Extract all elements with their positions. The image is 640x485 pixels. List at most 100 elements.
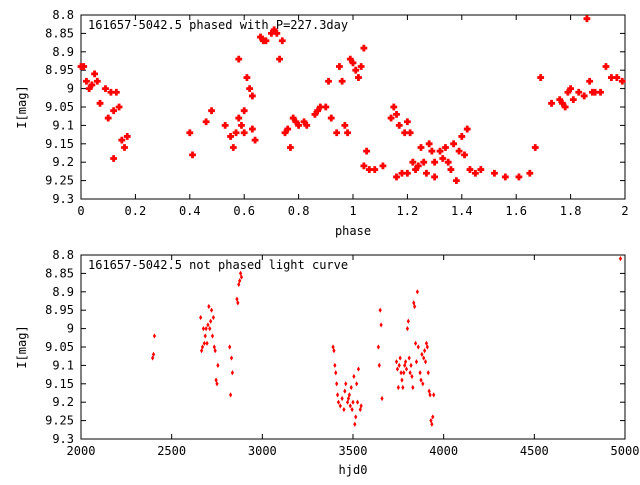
data-point bbox=[431, 158, 438, 166]
data-point bbox=[340, 395, 344, 402]
x-tick-label: 1 bbox=[349, 204, 356, 218]
data-point bbox=[236, 300, 240, 306]
x-tick-label: 0.8 bbox=[288, 204, 310, 218]
data-point bbox=[406, 129, 414, 137]
data-point bbox=[531, 144, 539, 151]
y-tick-label: 8.85 bbox=[45, 266, 74, 280]
data-point bbox=[428, 147, 436, 155]
chart-title: 161657-5042.5 phased with P=227.3day bbox=[88, 18, 348, 32]
data-point bbox=[240, 107, 248, 115]
data-point bbox=[88, 81, 96, 89]
data-point bbox=[240, 129, 248, 137]
data-point bbox=[425, 344, 429, 350]
data-point bbox=[325, 77, 332, 85]
data-point bbox=[235, 296, 239, 302]
data-point bbox=[421, 381, 425, 387]
data-point bbox=[423, 359, 428, 365]
x-tick-label: 0.2 bbox=[125, 204, 147, 218]
data-point bbox=[537, 74, 545, 81]
data-point bbox=[455, 147, 463, 155]
data-point bbox=[335, 381, 339, 387]
data-point bbox=[406, 318, 410, 324]
data-point bbox=[403, 359, 408, 365]
data-point bbox=[91, 70, 98, 78]
y-tick-label: 9.25 bbox=[45, 174, 74, 188]
data-point bbox=[428, 392, 432, 398]
data-point bbox=[151, 355, 155, 361]
data-point bbox=[115, 103, 123, 111]
data-point bbox=[564, 88, 572, 96]
data-point bbox=[221, 122, 229, 129]
data-point bbox=[216, 362, 220, 368]
data-point bbox=[427, 388, 431, 394]
y-tick-label: 8.9 bbox=[52, 45, 74, 59]
data-point bbox=[409, 158, 417, 166]
data-point bbox=[354, 414, 358, 420]
data-point bbox=[202, 118, 210, 126]
data-point bbox=[458, 133, 466, 140]
data-point bbox=[405, 326, 409, 332]
data-point bbox=[580, 92, 588, 100]
data-point bbox=[251, 136, 259, 144]
data-point bbox=[334, 370, 338, 376]
data-point bbox=[393, 110, 400, 118]
data-point bbox=[376, 344, 380, 350]
data-point bbox=[355, 381, 359, 387]
data-point bbox=[431, 173, 438, 181]
data-point bbox=[396, 384, 400, 391]
data-point bbox=[363, 147, 370, 155]
data-point bbox=[420, 351, 424, 357]
data-point bbox=[461, 151, 468, 159]
data-point bbox=[210, 333, 215, 339]
unphased-plot: 161657-5042.5 not phased light curve hjd… bbox=[15, 248, 639, 477]
data-point bbox=[123, 133, 131, 140]
data-point bbox=[390, 103, 398, 111]
data-point bbox=[80, 63, 88, 70]
data-point bbox=[377, 362, 381, 368]
data-point bbox=[204, 326, 208, 332]
data-point bbox=[344, 129, 351, 137]
data-point bbox=[358, 406, 362, 413]
data-point bbox=[189, 151, 196, 159]
plot-frame bbox=[80, 254, 626, 440]
data-point bbox=[472, 169, 479, 177]
y-tick-label: 8.8 bbox=[52, 248, 74, 262]
y-tick-label: 8.95 bbox=[45, 63, 74, 77]
data-point bbox=[287, 144, 294, 151]
x-tick-label: 1.8 bbox=[560, 204, 582, 218]
data-point bbox=[350, 406, 354, 413]
data-point bbox=[425, 140, 433, 148]
data-point bbox=[112, 88, 120, 96]
x-tick-label: 1.6 bbox=[505, 204, 527, 218]
data-point bbox=[371, 166, 379, 173]
y-axis-label: I[mag] bbox=[15, 85, 29, 128]
chart-title: 161657-5042.5 not phased light curve bbox=[88, 258, 348, 272]
data-point bbox=[422, 355, 426, 361]
x-tick-label: 2000 bbox=[67, 444, 96, 458]
data-point bbox=[333, 129, 341, 137]
data-point bbox=[378, 307, 382, 313]
data-point bbox=[526, 169, 534, 177]
data-point bbox=[338, 403, 342, 409]
data-point bbox=[439, 155, 447, 162]
data-point bbox=[399, 370, 403, 376]
data-point bbox=[432, 392, 436, 398]
data-point bbox=[235, 55, 243, 63]
data-point bbox=[104, 114, 112, 122]
y-tick-label: 9.3 bbox=[52, 432, 74, 446]
data-point bbox=[380, 395, 384, 402]
data-point bbox=[436, 147, 444, 155]
x-tick-label: 2500 bbox=[157, 444, 186, 458]
data-point bbox=[238, 278, 242, 284]
data-point bbox=[352, 373, 356, 380]
data-point bbox=[395, 366, 400, 372]
data-point bbox=[569, 96, 577, 104]
data-point bbox=[397, 362, 401, 368]
data-point bbox=[110, 107, 118, 115]
data-point bbox=[407, 355, 411, 361]
plot-frame bbox=[80, 14, 626, 200]
axis-ticks: 2000 2500 3000 3500 4000 4500 5000 8.8 8.85 8.9 8.… bbox=[45, 248, 639, 458]
x-tick-label: 2 bbox=[621, 204, 628, 218]
data-point bbox=[284, 125, 292, 133]
